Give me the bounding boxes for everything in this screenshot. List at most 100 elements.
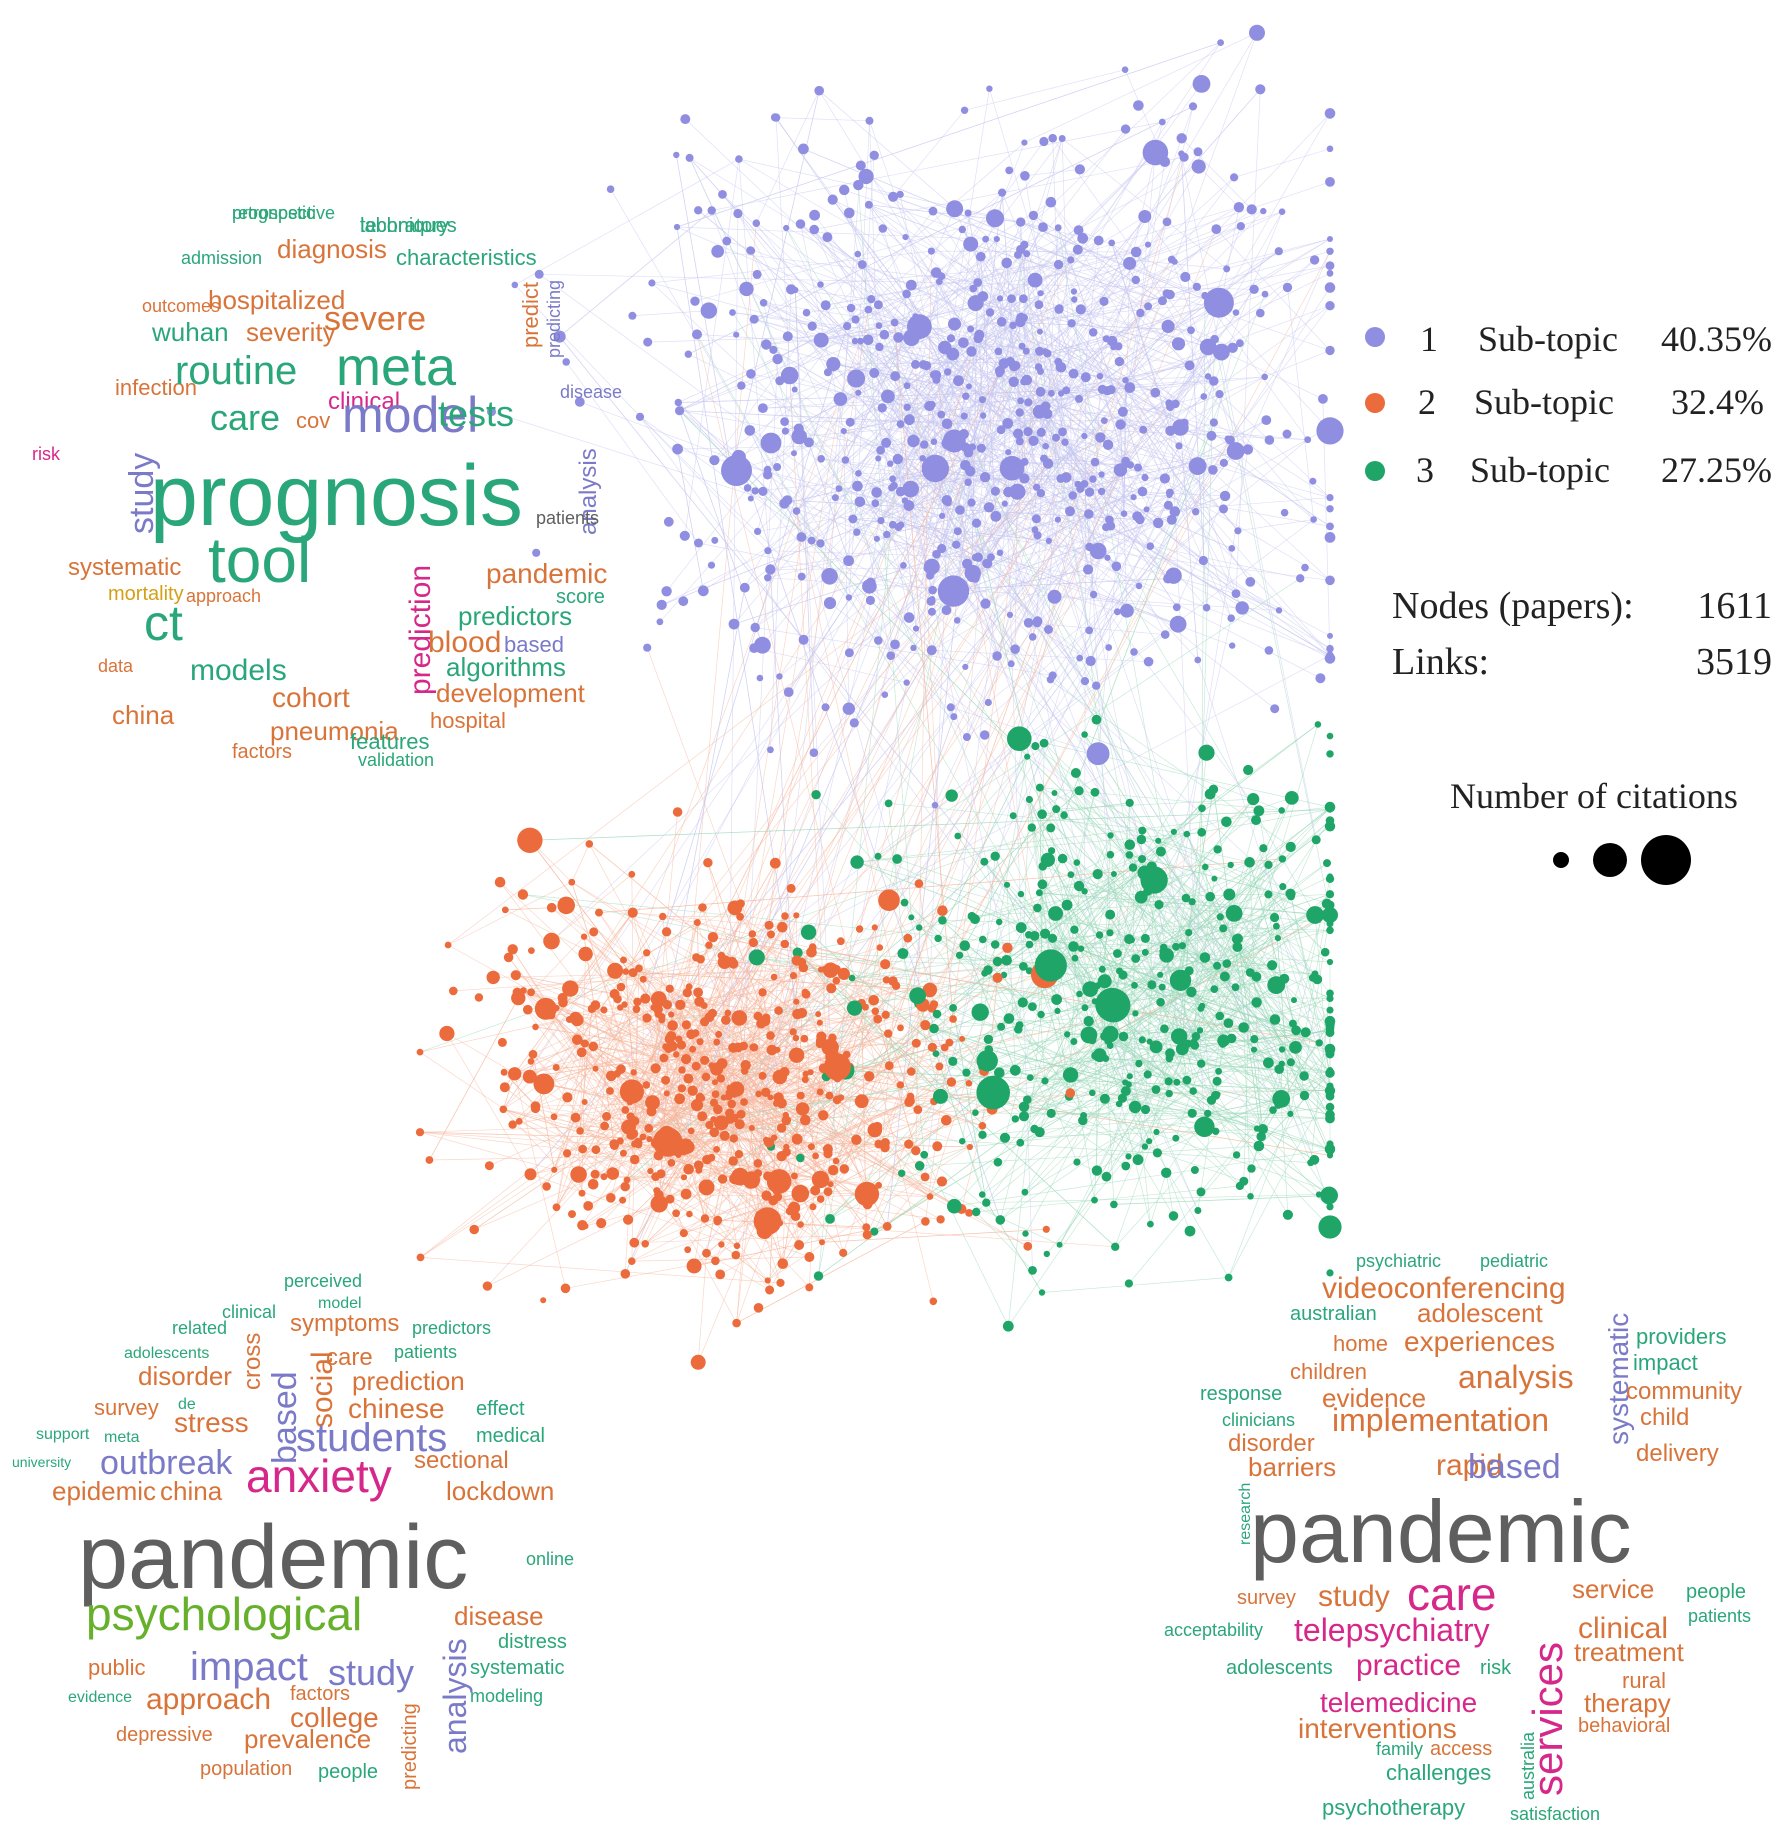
network-link: [1186, 833, 1331, 1156]
network-link: [901, 1172, 1060, 1246]
network-link: [731, 210, 934, 473]
network-link: [1020, 1047, 1296, 1144]
network-link: [1147, 891, 1180, 1037]
network-link: [1045, 406, 1169, 579]
network-link: [833, 550, 1099, 1056]
network-link: [820, 1047, 945, 1200]
network-link: [832, 199, 1094, 333]
network-link: [652, 1014, 659, 1103]
network-link: [756, 957, 918, 997]
network-link: [419, 1131, 555, 1171]
network-link: [796, 511, 897, 986]
network-link: [1151, 984, 1306, 1033]
network-link: [820, 364, 916, 544]
network-link: [731, 90, 820, 473]
network-link: [1207, 1098, 1282, 1114]
network-link: [1120, 424, 1128, 611]
network-link: [595, 1149, 765, 1232]
network-link: [898, 337, 916, 365]
network-link: [1024, 32, 1258, 143]
network-link: [879, 346, 935, 376]
legend-number-2: 2: [1418, 382, 1436, 422]
network-link: [556, 1052, 583, 1208]
network-link: [1235, 89, 1261, 594]
network-link: [617, 998, 656, 1069]
network-link: [1050, 201, 1314, 520]
network-link: [648, 259, 1072, 1129]
network-link: [944, 345, 1023, 348]
network-link: [915, 628, 989, 703]
network-link: [961, 756, 1028, 1142]
network-link: [1007, 251, 1137, 424]
network-link: [1061, 138, 1074, 496]
network-link: [1024, 169, 1080, 177]
network-link: [522, 894, 1057, 1000]
network-link: [1027, 806, 1331, 1100]
network-link: [898, 437, 1057, 528]
network-link: [737, 213, 829, 373]
network-link: [669, 988, 781, 1078]
network-link: [705, 979, 887, 1078]
network-link: [796, 511, 938, 1015]
network-link: [1027, 820, 1331, 1100]
network-link: [1158, 840, 1331, 906]
network-link: [1290, 893, 1331, 897]
network-link: [1025, 932, 1190, 1234]
network-link: [639, 416, 1146, 1110]
network-link: [931, 238, 998, 405]
network-link: [698, 542, 933, 591]
network-link: [975, 1112, 1331, 1119]
network-link: [1059, 308, 1251, 583]
network-link: [738, 159, 771, 570]
network-link: [861, 264, 952, 339]
network-edges: [419, 32, 1331, 1363]
network-link: [972, 496, 1134, 574]
network-link: [986, 1194, 1320, 1204]
network-link: [859, 501, 1179, 625]
network-link: [514, 158, 740, 286]
network-link: [1175, 946, 1292, 1063]
network-link: [770, 504, 1169, 570]
legend-item-2: 2 Sub-topic 32.4%: [1365, 382, 1764, 422]
network-link: [964, 69, 1126, 111]
network-link: [843, 365, 1190, 432]
network-link: [785, 430, 1292, 897]
network-link: [1090, 302, 1220, 662]
network-link: [1171, 259, 1220, 395]
network-link: [966, 508, 1224, 738]
network-link: [644, 1153, 740, 1245]
network-link: [677, 449, 704, 591]
network-link: [1016, 259, 1315, 494]
network-link: [1010, 113, 1331, 664]
network-link: [1201, 1005, 1212, 1101]
network-link: [860, 165, 1139, 468]
network-link: [982, 939, 1177, 948]
network-link: [697, 1253, 707, 1363]
network-link: [923, 1154, 1001, 1221]
network-link: [676, 226, 986, 240]
network-link: [1099, 250, 1280, 377]
network-link: [979, 856, 996, 1013]
network-link: [880, 450, 1283, 1064]
network-link: [1046, 1040, 1224, 1255]
network-link: [1233, 148, 1331, 178]
network-link: [1007, 32, 1258, 453]
network-link: [811, 939, 1132, 1147]
network-link: [643, 978, 821, 1093]
network-link: [1129, 210, 1264, 264]
citation-size-small: [1553, 852, 1569, 868]
network-link: [934, 519, 1314, 806]
legend-item-1: 1 Sub-topic 40.35%: [1365, 319, 1772, 359]
network-link: [657, 811, 678, 1015]
network-link: [1029, 799, 1070, 1097]
network-link: [843, 431, 850, 709]
network-link: [888, 460, 1126, 804]
network-link: [913, 647, 1264, 1130]
network-link: [836, 1006, 866, 1100]
network-link: [1184, 346, 1209, 423]
network-link: [1184, 376, 1265, 424]
network-link: [1197, 659, 1331, 1071]
network-link: [447, 492, 1042, 946]
network-link: [1080, 835, 1111, 949]
